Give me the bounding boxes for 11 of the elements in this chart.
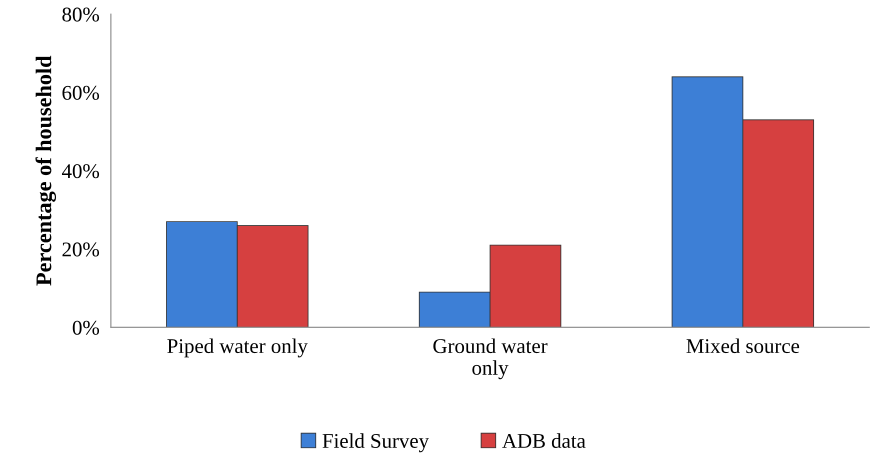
x-tick-label: Ground water only [433,338,548,380]
y-tick-label: 20% [62,242,100,257]
x-tick-label: Piped water only [167,338,308,358]
legend-label: ADB data [502,433,586,448]
y-tick-label: 60% [62,86,100,100]
y-tick-label: 80% [62,8,100,22]
y-tick-label: 40% [62,164,100,178]
y-tick-label: 0% [72,320,100,335]
x-tick-label: Mixed source [686,338,800,354]
y-axis-title: Percentage of household [35,56,56,286]
legend-label: Field Survey [322,433,429,452]
